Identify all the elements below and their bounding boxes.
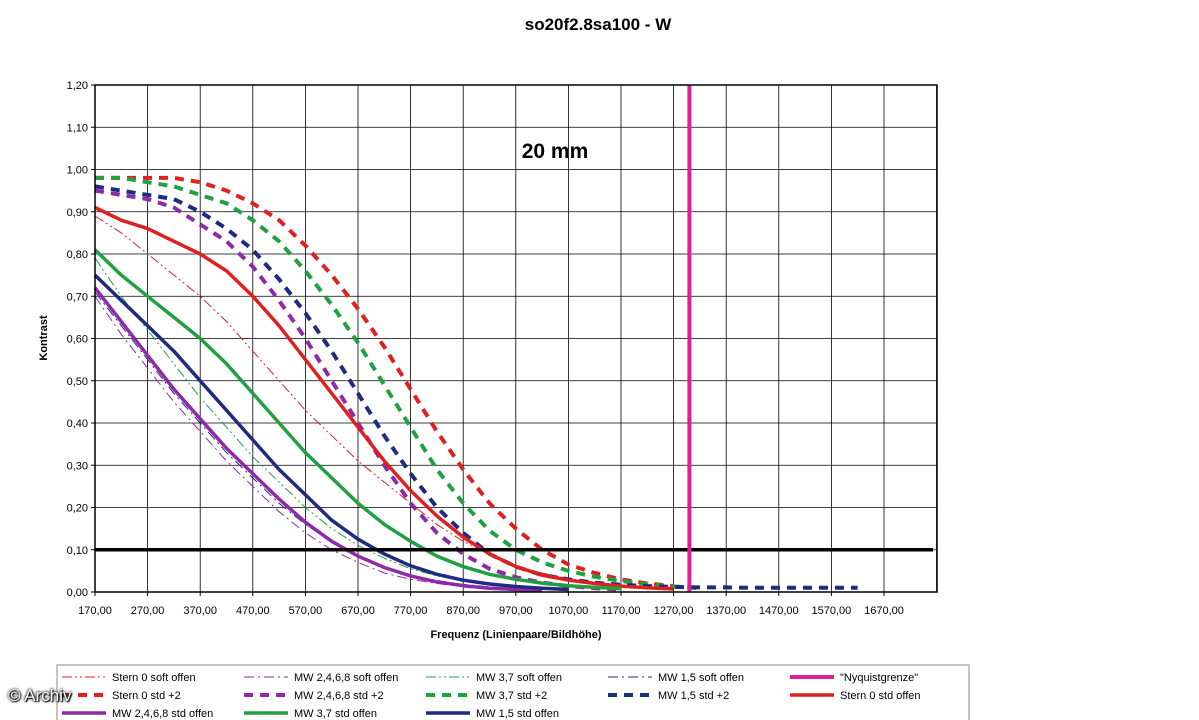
- y-tick-label: 0,70: [67, 291, 88, 303]
- x-tick-label: 870,00: [446, 605, 480, 617]
- x-tick-label: 1170,00: [602, 605, 641, 617]
- series-8: [94, 205, 674, 591]
- legend-label: Stern 0 std offen: [840, 690, 921, 702]
- legend-item: MW 2,4,6,8 soft offen: [244, 672, 398, 684]
- legend-label: MW 1,5 std offen: [476, 708, 559, 720]
- series-line: [94, 296, 543, 592]
- y-axis-ticks: 0,00 0,10 0,20 0,30 0,40 0,50 0,60 0,70 0,80 0,90…: [67, 80, 95, 599]
- reference-lines: [95, 85, 933, 592]
- grid: [95, 84, 937, 592]
- legend-label: MW 2,4,6,8 soft offen: [294, 672, 398, 684]
- legend-label: MW 1,5 std +2: [658, 690, 729, 702]
- x-tick-label: 170,00: [78, 605, 112, 617]
- series-10: [93, 248, 622, 591]
- legend-item: MW 1,5 std offen: [426, 708, 559, 720]
- archive-watermark: © Archiv: [8, 686, 72, 705]
- series-line: [95, 175, 701, 591]
- x-tick-label: 970,00: [499, 605, 533, 617]
- legend-label: MW 3,7 soft offen: [476, 672, 562, 684]
- legend-label: MW 2,4,6,8 std offen: [112, 708, 213, 720]
- x-axis-label: Frequenz (Linienpaare/Bildhöhe): [430, 629, 601, 641]
- legend-item: Stern 0 std offen: [790, 690, 921, 702]
- y-tick-label: 0,20: [67, 503, 88, 515]
- y-tick-label: 0,80: [67, 249, 88, 261]
- legend-item: "Nyquistgrenze": [790, 672, 918, 684]
- series-6: [94, 175, 701, 591]
- chart-annotation: 20 mm: [522, 140, 589, 163]
- x-tick-label: 570,00: [289, 605, 323, 617]
- legend-item: MW 2,4,6,8 std offen: [62, 708, 213, 720]
- x-tick-label: 1070,00: [549, 605, 589, 617]
- y-tick-label: 0,60: [67, 334, 88, 346]
- y-tick-label: 0,30: [67, 460, 88, 472]
- series-line: [94, 184, 858, 590]
- legend-label: MW 2,4,6,8 std +2: [294, 690, 384, 702]
- series-line: [93, 286, 543, 593]
- x-tick-label: 670,00: [341, 605, 375, 617]
- legend-label: "Nyquistgrenze": [840, 672, 918, 684]
- y-tick-label: 0,00: [67, 587, 88, 599]
- y-tick-label: 1,00: [67, 165, 88, 177]
- x-tick-label: 370,00: [183, 605, 217, 617]
- legend-item: MW 3,7 std +2: [426, 690, 547, 702]
- legend: Stern 0 soft offen MW 2,4,6,8 soft offen M…: [62, 672, 921, 720]
- y-axis-label: Kontrast: [38, 315, 50, 361]
- x-tick-label: 1470,00: [759, 605, 799, 617]
- legend-item: MW 2,4,6,8 std +2: [244, 690, 384, 702]
- y-tick-label: 0,50: [67, 376, 88, 388]
- legend-item: MW 3,7 std offen: [244, 708, 377, 720]
- legend-label: MW 3,7 std offen: [294, 708, 377, 720]
- legend-item: Stern 0 soft offen: [62, 672, 196, 684]
- series-11: [93, 273, 569, 592]
- x-tick-label: 1270,00: [654, 605, 694, 617]
- legend-box: [56, 664, 970, 720]
- legend-label: MW 1,5 soft offen: [658, 672, 744, 684]
- legend-item: MW 3,7 soft offen: [426, 672, 562, 684]
- x-axis-ticks: 170,00 270,00 370,00 470,00 570,00 670,00 770,…: [78, 592, 904, 617]
- y-tick-label: 0,90: [67, 207, 88, 219]
- x-tick-label: 1570,00: [812, 605, 852, 617]
- legend-label: Stern 0 std +2: [112, 690, 181, 702]
- chart-title: so20f2.8sa100 - W: [525, 15, 672, 34]
- legend-label: MW 3,7 std +2: [476, 690, 547, 702]
- y-tick-label: 1,10: [67, 122, 88, 134]
- x-tick-label: 270,00: [131, 605, 165, 617]
- legend-item: MW 1,5 soft offen: [608, 672, 744, 684]
- y-tick-label: 1,20: [67, 80, 88, 92]
- x-tick-label: 770,00: [394, 605, 428, 617]
- series-7: [94, 184, 858, 590]
- legend-item: Stern 0 std +2: [62, 690, 181, 702]
- y-tick-label: 0,10: [67, 545, 88, 557]
- legend-item: MW 1,5 std +2: [608, 690, 729, 702]
- x-tick-label: 1670,00: [864, 605, 904, 617]
- x-tick-label: 1370,00: [706, 605, 746, 617]
- x-tick-label: 470,00: [236, 605, 270, 617]
- series-lines: [93, 175, 858, 593]
- y-tick-label: 0,40: [67, 418, 88, 430]
- legend-label: Stern 0 soft offen: [112, 672, 196, 684]
